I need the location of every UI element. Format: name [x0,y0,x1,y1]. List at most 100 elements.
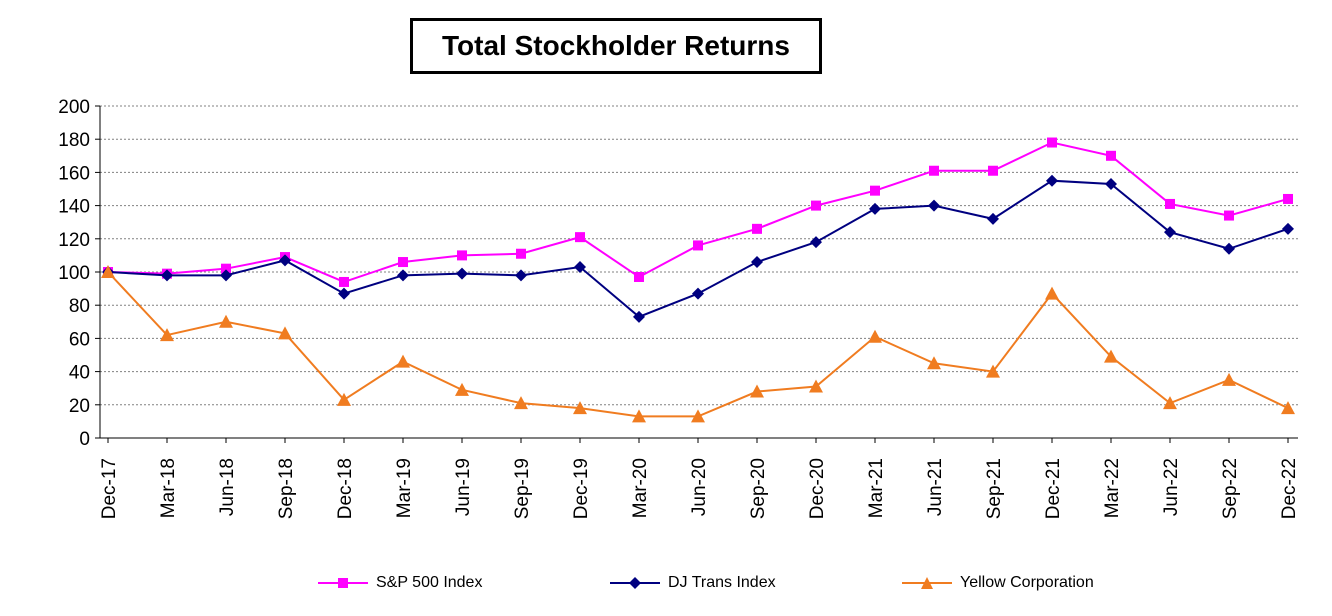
data-point-yellow-corporation [632,409,646,423]
legend-item-djtrans: DJ Trans Index [610,574,776,592]
x-tick-label: Jun-18 [217,458,238,516]
x-tick-label: Jun-21 [925,458,946,516]
legend-label-sp500: S&P 500 Index [376,574,483,591]
x-tick-label: Dec-19 [571,458,592,519]
y-tick-label: 20 [69,396,90,417]
data-point-dj-trans-index [1164,226,1176,239]
x-tick-label: Jun-20 [689,458,710,516]
legend-swatch-djtrans [610,577,660,589]
data-point-yellow-corporation [1163,396,1177,410]
data-point-dj-trans-index [928,199,940,212]
data-point-dj-trans-index [456,267,468,280]
legend-label-yellow: Yellow Corporation [960,574,1094,591]
data-point-dj-trans-index [1105,178,1117,191]
data-point-dj-trans-index [1046,174,1058,187]
data-point-yellow-corporation [573,401,587,415]
data-point-dj-trans-index [397,269,409,282]
data-point-s-p-500-index [634,271,644,282]
data-point-dj-trans-index [633,310,645,323]
data-point-yellow-corporation [278,326,292,340]
y-tick-label: 140 [58,197,90,218]
data-point-yellow-corporation [691,409,705,423]
x-tick-label: Jun-19 [453,458,474,516]
data-point-yellow-corporation [809,379,823,393]
x-tick-label: Sep-19 [512,458,533,519]
data-point-dj-trans-index [161,269,173,282]
data-point-s-p-500-index [1224,210,1234,221]
data-point-yellow-corporation [750,384,764,398]
x-tick-label: Mar-21 [866,458,887,518]
y-tick-label: 60 [69,329,90,350]
x-tick-label: Dec-21 [1043,458,1064,519]
legend-swatch-sp500 [318,578,368,588]
x-tick-label: Sep-18 [276,458,297,519]
data-point-s-p-500-index [1283,193,1293,204]
data-point-s-p-500-index [1047,137,1057,148]
data-point-yellow-corporation [101,265,115,278]
x-tick-label: Dec-18 [335,458,356,519]
data-point-dj-trans-index [987,212,999,225]
data-point-s-p-500-index [1106,150,1116,161]
data-point-s-p-500-index [339,276,349,287]
data-point-dj-trans-index [692,287,704,300]
data-point-yellow-corporation [396,354,410,368]
x-tick-label: Dec-22 [1279,458,1300,519]
data-point-dj-trans-index [1282,222,1294,235]
data-point-dj-trans-index [515,269,527,282]
data-point-dj-trans-index [751,256,763,269]
data-point-yellow-corporation [1104,349,1118,363]
x-tick-label: Dec-17 [99,458,120,519]
x-tick-label: Mar-22 [1102,458,1123,518]
y-tick-label: 180 [58,130,90,151]
data-point-yellow-corporation [1281,401,1295,415]
x-tick-label: Mar-20 [630,458,651,518]
data-point-dj-trans-index [220,269,232,282]
x-tick-label: Sep-22 [1220,458,1241,519]
data-point-s-p-500-index [575,232,585,243]
legend-item-yellow: Yellow Corporation [902,574,1094,592]
data-point-dj-trans-index [574,261,586,274]
y-tick-label: 40 [69,363,90,384]
data-point-yellow-corporation [1222,372,1236,386]
data-point-yellow-corporation [986,364,1000,378]
y-tick-label: 120 [58,230,90,251]
data-point-s-p-500-index [398,257,408,268]
data-point-s-p-500-index [457,250,467,261]
x-tick-label: Mar-18 [158,458,179,518]
data-point-dj-trans-index [869,202,881,215]
data-point-dj-trans-index [338,287,350,300]
y-tick-label: 80 [69,296,90,317]
legend-item-sp500: S&P 500 Index [318,574,482,592]
data-point-s-p-500-index [752,223,762,234]
y-tick-label: 200 [58,97,90,118]
x-tick-label: Dec-20 [807,458,828,519]
y-tick-label: 160 [58,163,90,184]
data-point-yellow-corporation [514,396,528,410]
chart-legend: S&P 500 Index DJ Trans Index Yellow Corp… [0,574,1332,596]
data-point-s-p-500-index [221,263,231,274]
data-point-s-p-500-index [929,165,939,176]
y-tick-label: 0 [79,429,90,450]
chart-title: Total Stockholder Returns [410,18,822,74]
data-point-dj-trans-index [279,254,291,267]
data-point-s-p-500-index [988,165,998,176]
x-tick-label: Jun-22 [1161,458,1182,516]
y-tick-label: 100 [58,263,90,284]
data-point-s-p-500-index [811,200,821,211]
data-point-yellow-corporation [927,356,941,370]
data-point-s-p-500-index [870,185,880,196]
data-point-yellow-corporation [868,329,882,343]
data-point-dj-trans-index [810,236,822,249]
data-point-yellow-corporation [160,328,174,342]
legend-label-djtrans: DJ Trans Index [668,574,776,591]
data-point-yellow-corporation [337,392,351,406]
data-point-s-p-500-index [693,240,703,251]
data-point-s-p-500-index [516,248,526,259]
data-point-yellow-corporation [455,382,469,396]
data-point-s-p-500-index [1165,198,1175,209]
x-tick-label: Sep-21 [984,458,1005,519]
x-tick-label: Sep-20 [748,458,769,519]
data-point-yellow-corporation [1045,286,1059,300]
data-point-dj-trans-index [1223,242,1235,255]
